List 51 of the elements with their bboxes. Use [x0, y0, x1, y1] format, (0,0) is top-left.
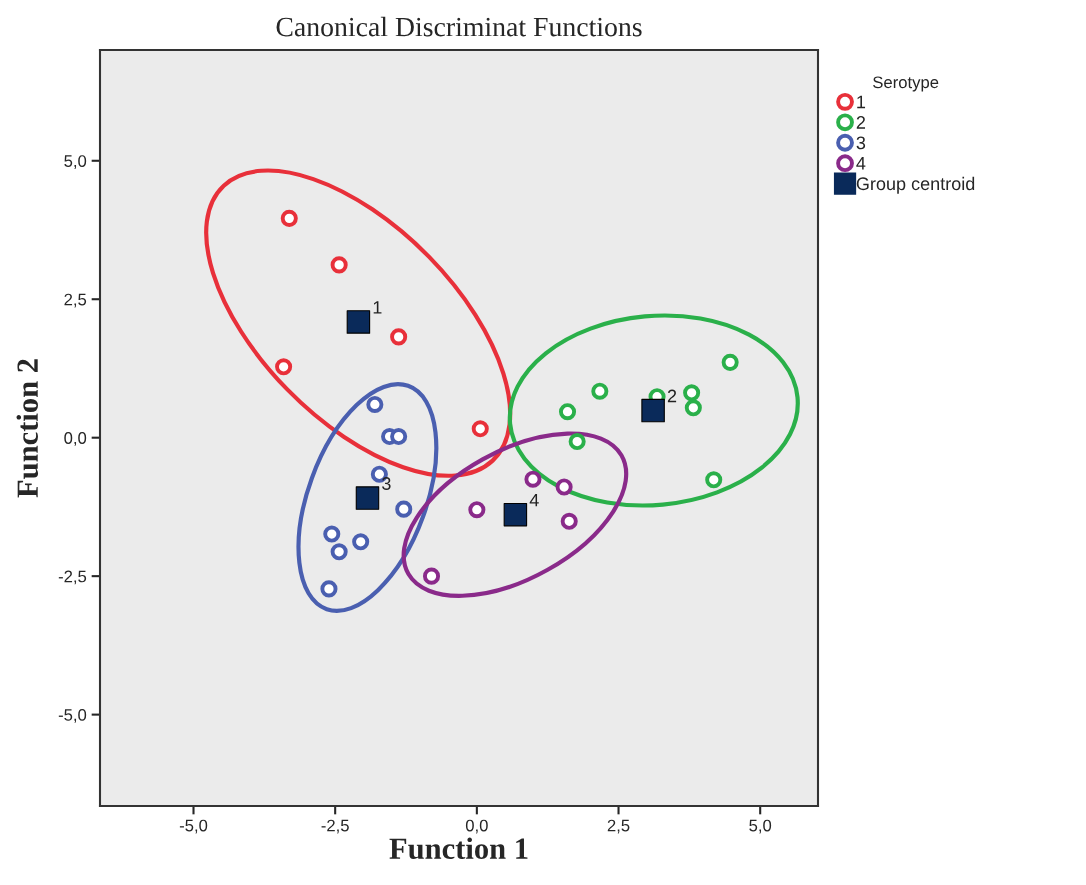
y-tick-label: 2,5	[64, 293, 87, 308]
point	[555, 478, 573, 496]
point	[355, 486, 380, 510]
legend-label: 3	[856, 136, 866, 150]
annotation: 3	[382, 477, 391, 490]
point	[352, 533, 370, 551]
point	[468, 501, 486, 519]
point	[683, 384, 701, 402]
x-tick-label: -5,0	[179, 819, 208, 834]
point	[366, 395, 384, 413]
point	[471, 420, 489, 438]
point	[390, 428, 408, 446]
annotation: 4	[529, 493, 539, 507]
chart-title: Canonical Discriminat Functions	[276, 16, 642, 37]
point	[320, 580, 338, 598]
point	[641, 398, 665, 423]
point	[684, 399, 702, 417]
point	[323, 525, 341, 543]
x-tick-label: 5,0	[749, 819, 772, 834]
point	[558, 403, 577, 421]
point	[422, 567, 441, 585]
y-tick-label: 5,0	[64, 155, 87, 169]
annotation: 2	[667, 389, 677, 403]
point	[560, 512, 578, 530]
x-tick-label: 2,5	[607, 819, 630, 834]
point	[390, 328, 408, 346]
point	[395, 500, 413, 518]
point	[568, 433, 586, 451]
point	[280, 209, 298, 227]
point	[503, 502, 528, 527]
point	[330, 256, 348, 274]
legend-label: 4	[856, 157, 866, 170]
annotation: 1	[373, 301, 382, 314]
x-axis-title: Function 1	[389, 837, 528, 860]
point	[330, 543, 348, 561]
point	[705, 471, 723, 489]
x-tick-label: -2,5	[321, 819, 349, 834]
point	[346, 310, 371, 334]
legend-label: 2	[856, 116, 866, 129]
legend-label: Group centroid	[856, 176, 975, 194]
y-tick-label: -5,0	[58, 709, 87, 723]
point	[591, 382, 609, 400]
point	[721, 353, 739, 371]
legend-title: Serotype	[873, 76, 939, 92]
y-tick-label: -2,5	[58, 570, 87, 585]
point	[524, 470, 542, 488]
y-axis-title: Function 2	[16, 359, 39, 498]
x-tick-label: 0,0	[465, 819, 488, 834]
legend-label: 1	[857, 95, 866, 109]
y-tick-label: 0,0	[64, 432, 87, 446]
point	[275, 358, 293, 376]
